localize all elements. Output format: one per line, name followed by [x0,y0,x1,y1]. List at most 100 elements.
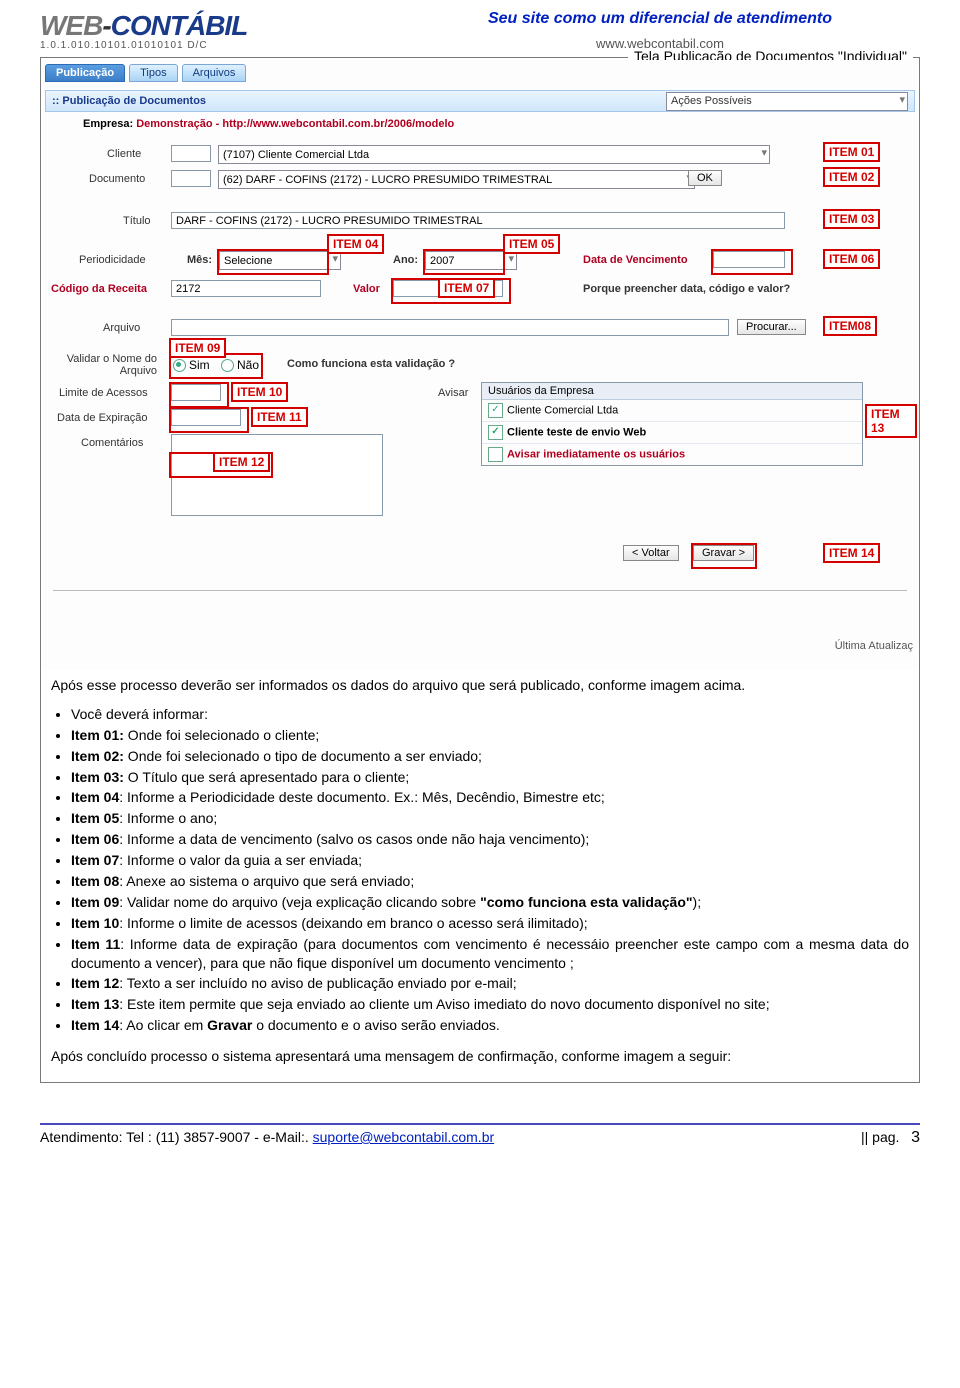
logo-dash: - [102,10,110,41]
pag-num: 3 [911,1129,920,1146]
voltar-button[interactable]: < Voltar [623,545,679,561]
codigo-receita-field[interactable]: 2172 [171,280,321,297]
item-tag-06: ITEM 06 [823,249,880,269]
logo-web: WEB [40,10,102,41]
avisar-header: Usuários da Empresa [482,383,862,400]
cliente-label: Cliente [107,148,141,160]
ok-button[interactable]: OK [688,170,722,186]
page-footer: Atendimento: Tel : (11) 3857-9007 - e-Ma… [40,1123,920,1147]
redbox-04 [217,249,329,275]
list-item: Item 07: Informe o valor da guia a ser e… [71,851,909,870]
list-item: Item 02: Onde foi selecionado o tipo de … [71,747,909,766]
content-frame: Tela Publicação de Documentos "Individua… [40,57,920,1083]
list-item: Item 08: Anexe ao sistema o arquivo que … [71,872,909,891]
avisar-row-2: ✓ Cliente teste de envio Web [482,422,862,444]
footer-left: Atendimento: Tel : (11) 3857-9007 - e-Ma… [40,1129,494,1147]
documento-select[interactable]: (62) DARF - COFINS (2172) - LUCRO PRESUM… [218,170,695,189]
redbox-14 [691,543,757,569]
item-tag-13: ITEM 13 [865,404,917,438]
titulo-value: DARF - COFINS (2172) - LUCRO PRESUMIDO T… [176,215,483,227]
ultima-atualiza: Última Atualizaç [835,640,913,652]
tab-publicacao[interactable]: Publicação [45,64,125,82]
validar-question[interactable]: Como funciona esta validação ? [287,358,455,370]
empresa-row: Empresa: Demonstração - http://www.webco… [83,118,454,130]
titulo-label: Título [123,215,151,227]
tabs-row: Publicação Tipos Arquivos [45,64,246,82]
checkbox-2[interactable]: ✓ [488,425,503,440]
procurar-button[interactable]: Procurar... [737,319,806,335]
porque-link[interactable]: Porque preencher data, código e valor? [583,283,790,295]
item-tag-12: ITEM 12 [213,452,270,472]
item-tag-11: ITEM 11 [251,407,308,427]
section-title: :: Publicação de Documentos [52,95,206,107]
tab-arquivos[interactable]: Arquivos [182,64,247,82]
item-tag-09: ITEM 09 [169,338,226,358]
list-item: Item 14: Ao clicar em Gravar o documento… [71,1016,909,1035]
pag-label: || pag. [861,1129,899,1145]
redbox-05 [423,249,505,275]
avisar-row3-text: Avisar imediatamente os usuários [507,448,685,460]
footer-email[interactable]: suporte@webcontabil.com.br [313,1129,495,1145]
codigo-receita-value: 2172 [176,283,200,295]
list-item: Item 11: Informe data de expiração (para… [71,935,909,973]
header-right: Seu site como um diferencial de atendime… [400,10,920,51]
item-tag-10: ITEM 10 [231,382,288,402]
checkbox-1[interactable]: ✓ [488,403,503,418]
cliente-select[interactable]: (7107) Cliente Comercial Ltda [218,145,770,164]
closing-para: Após concluído processo o sistema aprese… [43,1041,917,1072]
list-item: Item 06: Informe a data de vencimento (s… [71,830,909,849]
arquivo-label: Arquivo [103,322,140,334]
list-item: Item 01: Onde foi selecionado o cliente; [71,726,909,745]
item-tag-07: ITEM 07 [438,278,495,298]
list-item: Você deverá informar: [71,705,909,724]
valor-label: Valor [353,283,380,295]
avisar-row-1: ✓ Cliente Comercial Ltda [482,400,862,422]
lead: Você deverá informar: [71,706,208,722]
screenshot-area: Publicação Tipos Arquivos :: Publicação … [43,60,917,670]
item-tag-03: ITEM 03 [823,209,880,229]
list-item: Item 12: Texto a ser incluído no aviso d… [71,974,909,993]
comentarios-label: Comentários [81,437,143,449]
documento-code-field[interactable] [171,170,211,187]
redbox-11 [169,407,249,433]
section-bar: :: Publicação de Documentos Ações Possív… [45,90,915,112]
titulo-field[interactable]: DARF - COFINS (2172) - LUCRO PRESUMIDO T… [171,212,785,229]
list-item: Item 03: O Título que será apresentado p… [71,768,909,787]
item-tag-01: ITEM 01 [823,142,880,162]
list-item: Item 09: Validar nome do arquivo (veja e… [71,893,909,912]
list-item: Item 05: Informe o ano; [71,809,909,828]
avisar-row-3: ✓ Avisar imediatamente os usuários [482,444,862,465]
empresa-label: Empresa: [83,118,133,130]
codigo-receita-label: Código da Receita [51,283,147,295]
footer-right: || pag. 3 [861,1129,920,1147]
ano-label: Ano: [393,254,418,266]
avisar-row1-text: Cliente Comercial Ltda [507,404,618,416]
documento-label: Documento [89,173,145,185]
list-item: Item 10: Informe o limite de acessos (de… [71,914,909,933]
list-item: Item 04: Informe a Periodicidade deste d… [71,788,909,807]
logo-block: WEB-CONTÁBIL 1.0.1.010.10101.01010101 D/… [40,10,400,51]
tab-tipos[interactable]: Tipos [129,64,178,82]
avisar-label: Avisar [438,387,468,399]
divider [53,590,907,591]
redbox-10 [169,382,229,408]
acoes-select[interactable]: Ações Possíveis [666,92,908,111]
item-tag-14: ITEM 14 [823,543,880,563]
checkbox-3[interactable]: ✓ [488,447,503,462]
logo: WEB-CONTÁBIL [40,10,400,42]
periodicidade-label: Periodicidade [79,254,146,266]
avisar-row2-text: Cliente teste de envio Web [507,426,646,438]
intro-para: Após esse processo deverão ser informado… [43,670,917,701]
documento-value: (62) DARF - COFINS (2172) - LUCRO PRESUM… [223,174,552,186]
footer-atend: Atendimento: Tel : (11) 3857-9007 - e-Ma… [40,1129,313,1145]
acoes-select-label: Ações Possíveis [671,95,752,107]
item-tag-08: ITEM08 [823,316,877,336]
logo-contabil: CONTÁBIL [111,10,248,41]
cliente-value: (7107) Cliente Comercial Ltda [223,149,369,161]
item-tag-04: ITEM 04 [327,234,384,254]
mes-label: Mês: [187,254,212,266]
dataexp-label: Data de Expiração [57,412,148,424]
tagline: Seu site como um diferencial de atendime… [400,10,920,28]
cliente-code-field[interactable] [171,145,211,162]
arquivo-field[interactable] [171,319,729,336]
